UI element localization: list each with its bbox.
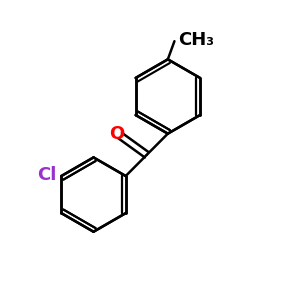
Text: Cl: Cl xyxy=(38,166,57,184)
Text: CH₃: CH₃ xyxy=(178,31,214,49)
Text: O: O xyxy=(110,125,125,143)
